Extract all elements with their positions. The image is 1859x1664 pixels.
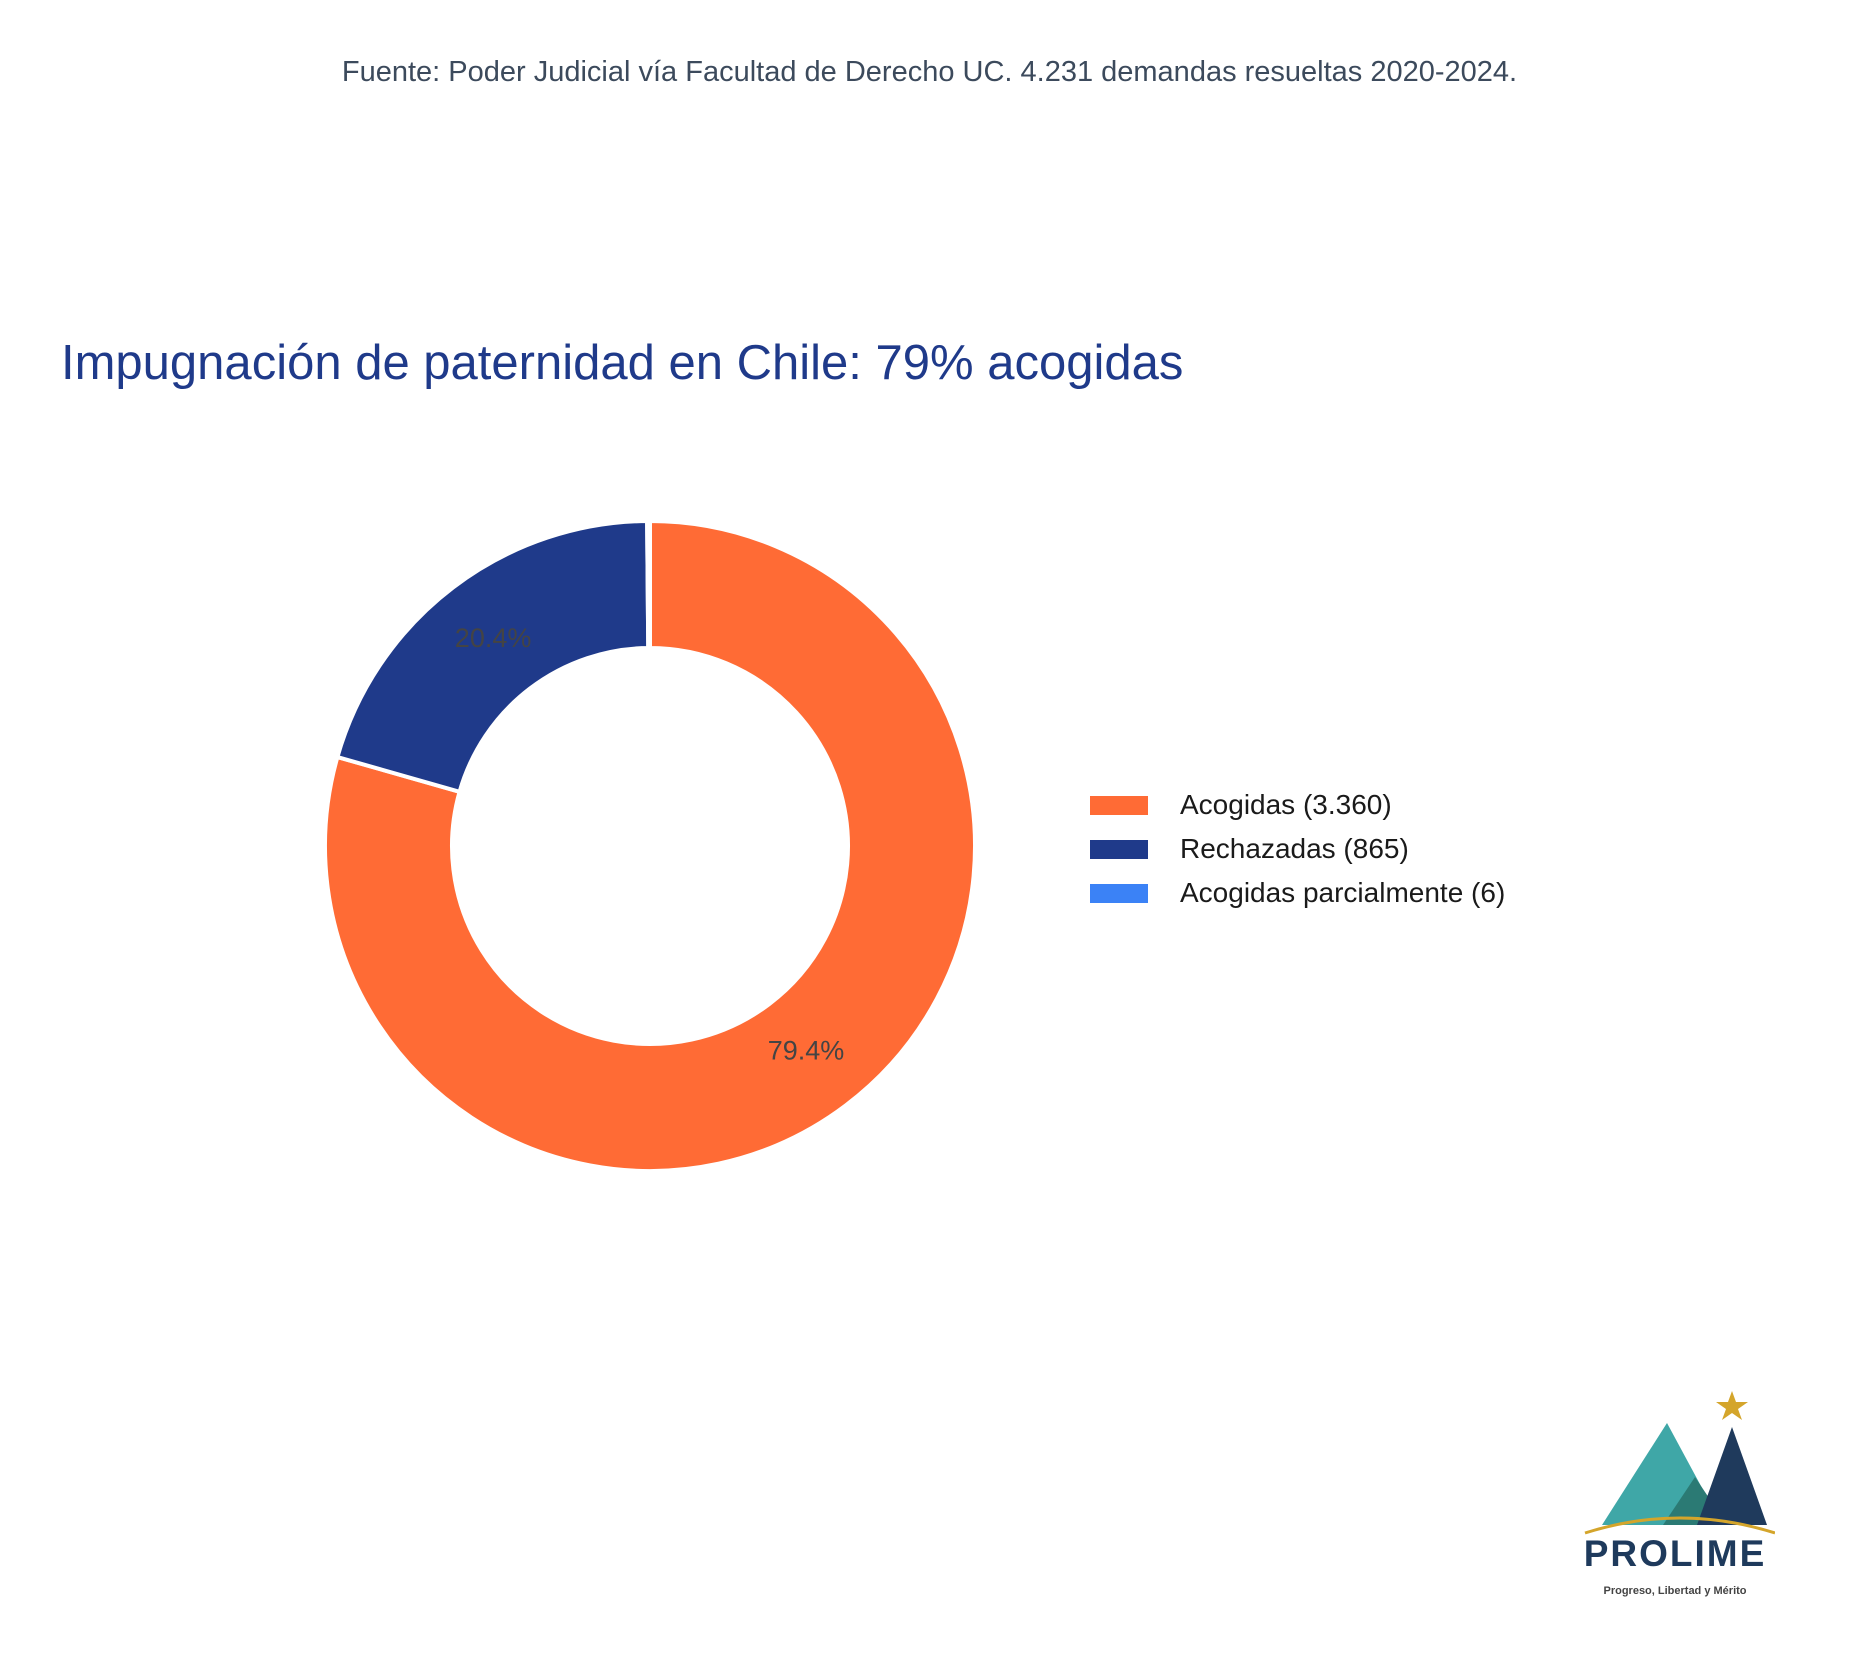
source-note: Fuente: Poder Judicial vía Facultad de D… xyxy=(341,56,1518,88)
donut-slice[interactable] xyxy=(334,518,651,795)
legend-label: Rechazadas (865) xyxy=(1180,833,1409,864)
legend-swatch xyxy=(1090,839,1148,859)
donut-slice[interactable] xyxy=(645,518,652,651)
legend-swatch xyxy=(1090,795,1148,815)
prolime-logo: PROLIME Progreso, Libertad y Mérito xyxy=(1575,1385,1776,1605)
slice-percent-label: 20.4% xyxy=(455,623,532,653)
legend-swatch xyxy=(1090,883,1148,903)
legend-label: Acogidas (3.360) xyxy=(1180,789,1392,820)
legend-item[interactable]: Acogidas parcialmente (6) xyxy=(1090,871,1505,915)
logo-tagline: Progreso, Libertad y Mérito xyxy=(1603,1585,1747,1597)
slice-percent-label: 79.4% xyxy=(768,1036,845,1066)
legend-item[interactable]: Acogidas (3.360) xyxy=(1090,783,1505,827)
chart-title: Impugnación de paternidad en Chile: 79% … xyxy=(61,336,1184,390)
legend-label: Acogidas parcialmente (6) xyxy=(1180,877,1506,908)
donut-slice[interactable] xyxy=(323,518,977,1173)
chart-legend: Acogidas (3.360) Rechazadas (865) Acogidas… xyxy=(1090,783,1505,915)
logo-name: PROLIME xyxy=(1583,1533,1767,1574)
mountains-star-icon xyxy=(1584,1391,1776,1535)
legend-item[interactable]: Rechazadas (865) xyxy=(1090,827,1505,871)
